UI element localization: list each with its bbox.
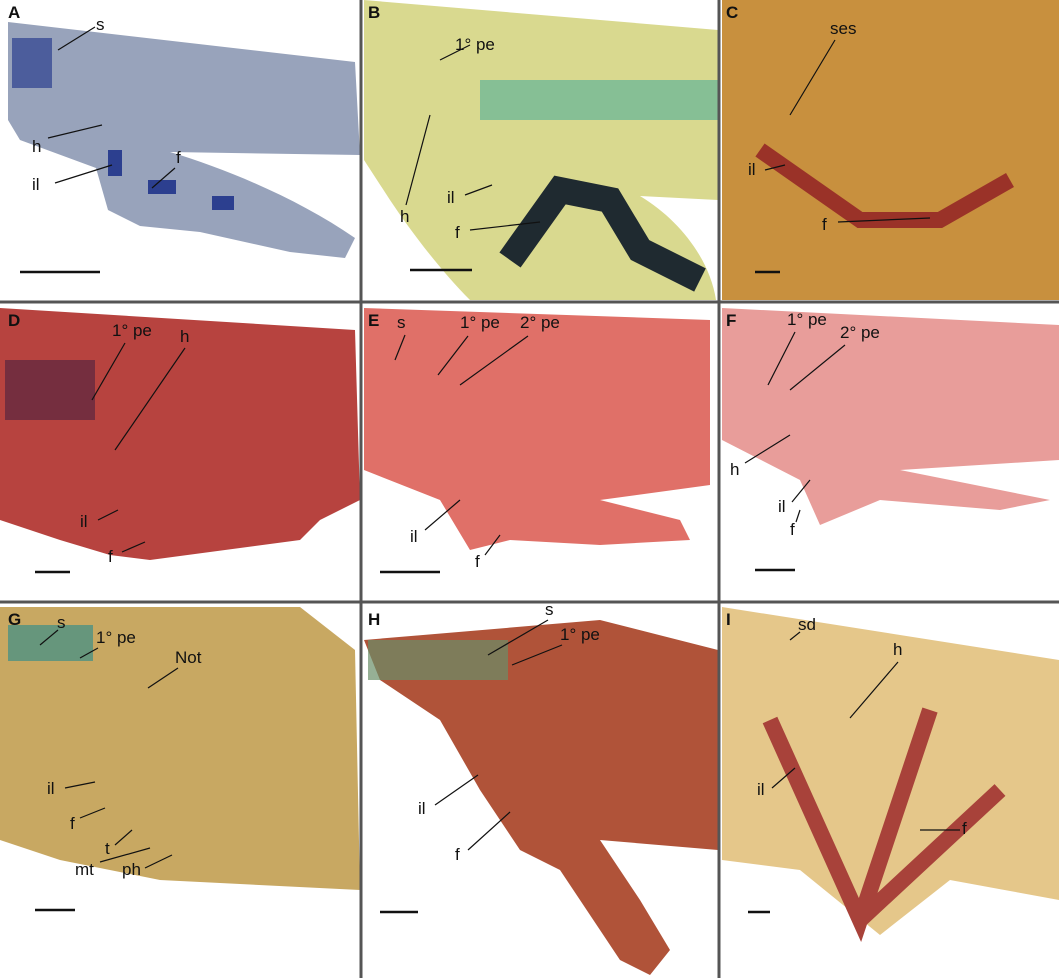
annotation-label: 2° pe (840, 323, 880, 342)
panel-g: G s 1° pe Not il f t mt ph (0, 607, 360, 910)
annotation-label: t (105, 839, 110, 858)
annotation-label: f (822, 215, 827, 234)
leader-line (796, 510, 800, 522)
annotation-label: 1° pe (96, 628, 136, 647)
annotation-label: 2° pe (520, 313, 560, 332)
annotation-label: il (80, 512, 88, 531)
stain (212, 196, 234, 210)
panel-d: D 1° pe h il f (0, 308, 360, 572)
annotation-label: sd (798, 615, 816, 634)
annotation-label: f (455, 845, 460, 864)
panel-letter: E (368, 311, 379, 330)
panel-letter: C (726, 3, 738, 22)
annotation-label: s (57, 613, 66, 632)
panel-letter: D (8, 311, 20, 330)
annotation-label: f (790, 520, 795, 539)
annotation-label: 1° pe (460, 313, 500, 332)
annotation-label: f (176, 148, 181, 167)
annotation-label: h (893, 640, 902, 659)
stain (148, 180, 176, 194)
stain (108, 150, 122, 176)
annotation-label: ph (122, 860, 141, 879)
leader-line (435, 775, 478, 805)
stain (368, 640, 508, 680)
panel-c: C ses il f (722, 0, 1059, 300)
annotation-label: il (418, 799, 426, 818)
annotation-label: f (962, 819, 967, 838)
stain (5, 360, 95, 420)
figure: A s h il f B 1° pe h il f C ses il f D 1… (0, 0, 1059, 978)
panel-letter: A (8, 3, 20, 22)
panel-letter: H (368, 610, 380, 629)
panel-b: B 1° pe h il f (364, 0, 718, 300)
annotation-label: 1° pe (560, 625, 600, 644)
annotation-label: f (70, 814, 75, 833)
annotation-label: 1° pe (787, 310, 827, 329)
panel-e: E s 1° pe 2° pe il f (364, 308, 710, 572)
specimen (722, 308, 1059, 525)
annotation-label: il (778, 497, 786, 516)
panel-i: I sd h il f (722, 607, 1059, 935)
annotation-label: il (748, 160, 756, 179)
panel-h: H s 1° pe il f (364, 600, 718, 975)
annotation-label: ses (830, 19, 856, 38)
annotation-label: s (96, 15, 105, 34)
annotation-label: mt (75, 860, 94, 879)
stain (480, 80, 718, 120)
annotation-label: f (455, 223, 460, 242)
panel-a: A s h il f (8, 3, 360, 272)
leader-line (468, 812, 510, 850)
annotation-label: f (108, 547, 113, 566)
annotation-label: f (475, 552, 480, 571)
annotation-label: il (32, 175, 40, 194)
annotation-label: il (47, 779, 55, 798)
panel-letter: B (368, 3, 380, 22)
annotation-label: s (397, 313, 406, 332)
annotation-label: 1° pe (455, 35, 495, 54)
annotation-label: h (180, 327, 189, 346)
specimen (8, 22, 360, 258)
annotation-label: Not (175, 648, 202, 667)
annotation-label: h (400, 207, 409, 226)
annotation-label: il (410, 527, 418, 546)
panel-letter: F (726, 311, 736, 330)
annotation-label: il (447, 188, 455, 207)
stain (12, 38, 52, 88)
annotation-label: il (757, 780, 765, 799)
annotation-label: h (730, 460, 739, 479)
stain (8, 625, 93, 661)
specimen (364, 308, 710, 550)
panel-f: F 1° pe 2° pe h il f (722, 308, 1059, 570)
panel-letter: I (726, 610, 731, 629)
annotation-label: 1° pe (112, 321, 152, 340)
annotation-label: h (32, 137, 41, 156)
panel-letter: G (8, 610, 21, 629)
